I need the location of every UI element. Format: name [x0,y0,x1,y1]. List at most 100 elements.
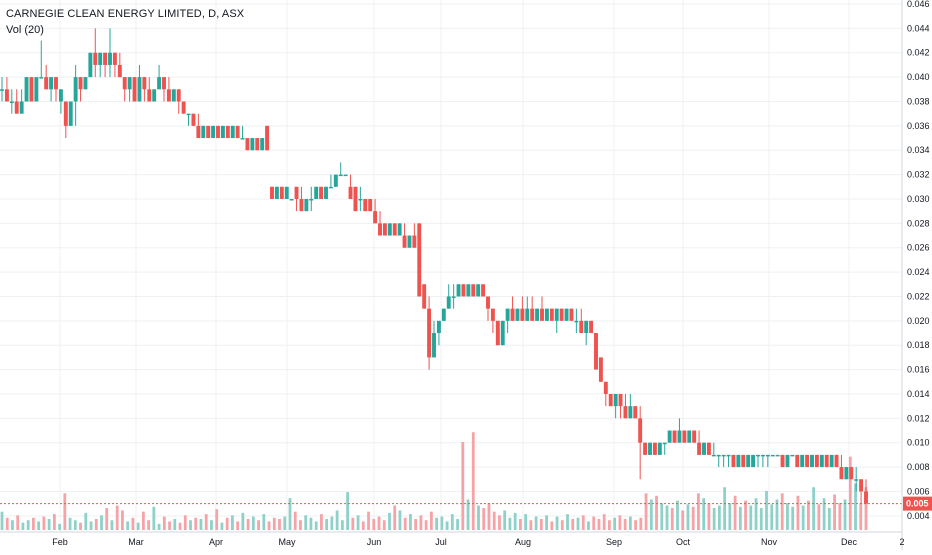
volume-bar [744,500,747,530]
candle-body [819,454,824,468]
volume-bar [68,517,72,530]
volume-bar [676,500,679,530]
volume-bar [110,520,114,530]
y-tick-label: 0.030 [907,194,930,204]
x-axis: Feb Mar Apr May Jun Jul Aug Sep Oct Nov Dec 2 [0,531,905,547]
candle-body [741,454,746,468]
candle-body [181,101,186,114]
volume-bar [812,487,816,530]
volume-bar [498,515,501,530]
candle-body [628,406,633,419]
candle-body [127,77,132,90]
candle-body [564,308,569,321]
volume-bar [660,503,664,530]
volume-bar [833,494,836,530]
candle-body [810,454,814,468]
x-tick-label: Jun [367,537,382,547]
volume-bar [681,510,685,530]
candle-body [672,430,677,443]
candle-body [304,198,309,212]
candle-body [495,320,500,346]
candle-body [765,454,770,457]
candle-body [279,186,284,199]
candle-body [201,125,206,139]
candle-body [152,89,157,102]
y-tick-label: 0.014 [907,389,930,399]
x-tick-label: May [278,537,296,547]
volume-bar [843,499,847,530]
volume-indicator-label: Vol (20) [6,24,44,36]
candle-body [24,77,29,102]
volume-bar [309,517,313,530]
candle-body [515,308,520,321]
x-tick-label: Apr [209,537,223,547]
candle-body [274,186,279,199]
candle-body [44,77,49,90]
volume-bar [592,516,596,530]
volume-bar [257,520,260,530]
volume-bar [770,504,774,530]
candle-body [775,454,780,457]
candle-body [225,125,230,139]
volume-bar [152,506,156,530]
candle-body [319,186,324,199]
candle-body [314,186,319,199]
candle-body [112,52,117,65]
candle-body [255,138,260,151]
y-tick-label: 0.026 [907,243,930,253]
x-tick-label: Dec [841,537,858,547]
volume-bar [372,519,376,530]
candle-body [589,320,594,334]
candle-body [461,284,466,297]
candle-body [407,235,412,248]
volume-bar [330,516,334,530]
candle-body [726,454,731,457]
volume-bar [42,516,46,530]
volume-bar [204,514,208,530]
x-tick-label: Oct [676,537,691,547]
candle-body [382,223,387,236]
candle-body [486,296,490,309]
volume-bar [241,512,245,530]
candle-body [186,113,191,116]
volume-bar [602,514,606,530]
volume-bar [199,519,203,530]
volume-bar [649,499,653,530]
volume-bar [262,514,266,530]
volume-bar [246,519,250,530]
volume-bar [492,511,496,530]
candle-body [446,296,451,309]
volume-bar [16,515,20,530]
volume-bar [84,512,88,530]
volume-bar [382,520,386,530]
y-tick-label: 0.016 [907,365,930,375]
volume-bar [393,505,397,530]
volume-bar [466,499,470,530]
volume-bar [37,521,41,530]
candle-body [594,333,598,370]
volume-bar [712,508,716,530]
candle-body [39,77,44,79]
volume-bar [655,495,658,530]
volume-bar [100,515,103,530]
candle-body [466,284,471,297]
volume-bar [807,500,810,530]
volume-bar [346,492,349,530]
candle-body [328,186,333,189]
volume-bar [587,521,590,530]
volume-bar [162,516,166,530]
volume-bar [461,442,465,530]
volume-bar [377,516,381,530]
candle-body [760,454,765,457]
candle-body [711,454,716,457]
candle-body [800,454,805,468]
y-tick-label: 0.022 [907,291,930,301]
candle-body [358,198,363,201]
candle-body [54,77,58,90]
candle-body [751,454,756,468]
y-tick-label: 0.004 [907,511,930,521]
candle-body [402,235,407,248]
candle-body [559,308,564,321]
volume-bar [581,515,585,530]
candle-body [29,77,34,102]
